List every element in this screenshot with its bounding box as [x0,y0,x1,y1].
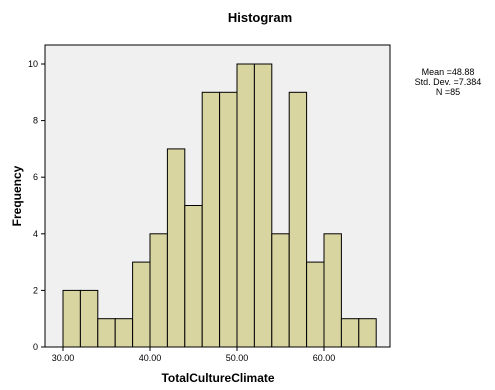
histogram-bar-0 [63,290,80,347]
histogram-bar-2 [98,319,115,347]
x-tick-label: 40.00 [139,353,162,363]
histogram-bar-6 [167,149,184,347]
y-tick-label: 10 [28,59,38,69]
y-axis-label: Frequency [10,165,24,226]
x-tick-label: 30.00 [52,353,75,363]
y-tick-label: 6 [33,172,38,182]
y-tick-label: 0 [33,342,38,352]
histogram-bar-8 [202,92,219,347]
y-tick-label: 4 [33,229,38,239]
y-tick-label: 8 [33,116,38,126]
x-tick-label: 50.00 [226,353,249,363]
x-tick-label: 60.00 [313,353,336,363]
stat-mean: Mean =48.88 [422,67,475,77]
histogram-bar-5 [150,234,167,347]
y-axis-ticks: 0 2 4 6 8 10 [28,59,45,352]
histogram-bar-7 [185,206,202,348]
y-tick-label: 2 [33,285,38,295]
histogram-bar-12 [272,234,289,347]
histogram-bar-4 [133,262,150,347]
histogram-bar-13 [289,92,306,347]
stats-box: Mean =48.88 Std. Dev. =7.384 N =85 [415,67,482,97]
histogram-bar-9 [220,92,237,347]
stat-n: N =85 [436,87,460,97]
histogram-bar-1 [80,290,97,347]
histogram-bar-15 [324,234,341,347]
histogram-bar-10 [237,64,254,347]
histogram-bar-16 [341,319,358,347]
x-axis-label: TotalCultureClimate [161,371,274,385]
stat-std-dev: Std. Dev. =7.384 [415,77,482,87]
histogram-bar-14 [307,262,324,347]
chart-title: Histogram [228,10,292,25]
histogram-bar-11 [254,64,271,347]
histogram-bar-17 [359,319,376,347]
histogram-bar-3 [115,319,132,347]
x-axis-ticks: 30.00 40.00 50.00 60.00 [52,347,336,363]
